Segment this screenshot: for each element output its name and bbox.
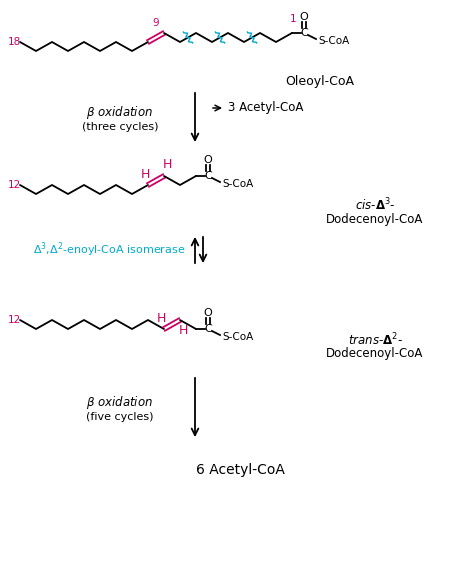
Text: S-CoA: S-CoA (221, 332, 253, 342)
Text: $trans$-$\mathbf{\Delta}^2$-: $trans$-$\mathbf{\Delta}^2$- (347, 332, 402, 348)
Text: Dodecenoyl-CoA: Dodecenoyl-CoA (326, 213, 423, 226)
Text: H: H (156, 312, 165, 325)
Text: H: H (140, 168, 149, 180)
Text: S-CoA: S-CoA (317, 36, 348, 46)
Text: $\beta$ oxidation: $\beta$ oxidation (86, 104, 153, 121)
Text: 12: 12 (8, 180, 21, 190)
Text: $\Delta^3$,$\Delta^2$-enoyl-CoA isomerase: $\Delta^3$,$\Delta^2$-enoyl-CoA isomeras… (32, 241, 185, 259)
Text: $\beta$ oxidation: $\beta$ oxidation (86, 394, 153, 411)
Text: C: C (299, 28, 307, 38)
Text: O: O (203, 155, 212, 165)
Text: S-CoA: S-CoA (221, 179, 253, 189)
Text: 6 Acetyl-CoA: 6 Acetyl-CoA (195, 463, 284, 477)
Text: Oleoyl-CoA: Oleoyl-CoA (285, 76, 354, 88)
Text: C: C (204, 171, 211, 181)
Text: 3 Acetyl-CoA: 3 Acetyl-CoA (228, 101, 303, 114)
Text: C: C (204, 324, 211, 334)
Text: H: H (162, 158, 171, 172)
Text: 18: 18 (8, 37, 21, 47)
Text: O: O (203, 308, 212, 318)
Text: (three cycles): (three cycles) (81, 122, 158, 132)
Text: 1: 1 (289, 14, 296, 24)
Text: 12: 12 (8, 315, 21, 325)
Text: 9: 9 (152, 19, 159, 29)
Text: H: H (178, 325, 187, 338)
Text: (five cycles): (five cycles) (86, 413, 153, 423)
Text: $cis$-$\mathbf{\Delta}^3$-: $cis$-$\mathbf{\Delta}^3$- (354, 197, 395, 213)
Text: Dodecenoyl-CoA: Dodecenoyl-CoA (326, 347, 423, 360)
Text: O: O (299, 12, 307, 22)
